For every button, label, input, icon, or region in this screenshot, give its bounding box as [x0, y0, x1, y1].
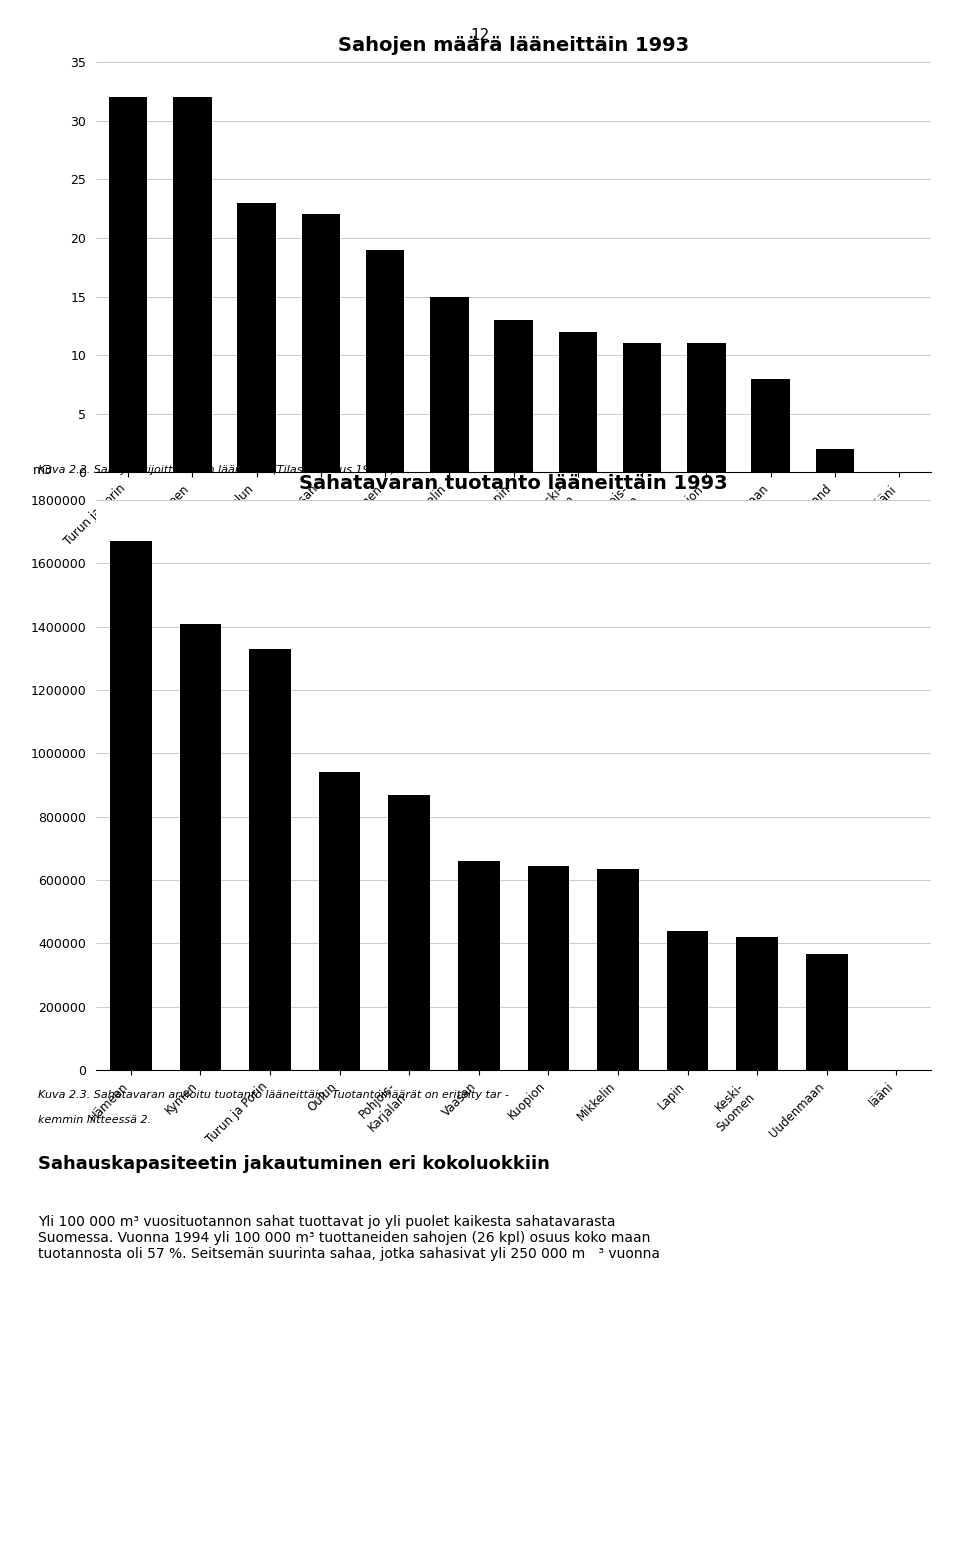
Bar [805, 954, 848, 1070]
Text: Sahauskapasiteetin jakautuminen eri kokoluokkiin: Sahauskapasiteetin jakautuminen eri koko… [38, 1156, 550, 1173]
Bar [173, 98, 211, 472]
Bar [108, 98, 148, 472]
Bar [458, 861, 499, 1070]
Bar [528, 866, 569, 1070]
Text: Yli 100 000 m³ vuosituotannon sahat tuottavat jo yli puolet kaikesta sahatavaras: Yli 100 000 m³ vuosituotannon sahat tuot… [38, 1214, 660, 1261]
Bar [816, 449, 854, 472]
Bar [666, 931, 708, 1070]
Title: Sahojen määrä lääneittäin 1993: Sahojen määrä lääneittäin 1993 [338, 36, 689, 54]
Bar [430, 296, 468, 472]
Bar [366, 249, 404, 472]
Text: m3: m3 [34, 465, 54, 477]
Bar [559, 331, 597, 472]
Text: 12: 12 [470, 28, 490, 43]
Bar [388, 795, 430, 1070]
Bar [301, 214, 340, 472]
Text: Kuva 2.2. Sahojen sijoittuminen lääneihin (Tilastokeskus 1995d).: Kuva 2.2. Sahojen sijoittuminen lääneihi… [38, 465, 399, 476]
Bar [494, 321, 533, 472]
Bar [237, 203, 276, 472]
Text: kemmin liitteessä 2.: kemmin liitteessä 2. [38, 1115, 152, 1125]
Bar [319, 773, 361, 1070]
Bar [110, 541, 152, 1070]
Bar [687, 344, 726, 472]
Bar [250, 649, 291, 1070]
Text: Kuva 2.3. Sahatavaran arvioitu tuotanto lääneittäin. Tuotantomäärät on eritelty : Kuva 2.3. Sahatavaran arvioitu tuotanto … [38, 1090, 509, 1100]
Bar [752, 378, 790, 472]
Title: Sahatavaran tuotanto lääneittäin 1993: Sahatavaran tuotanto lääneittäin 1993 [300, 474, 728, 493]
Bar [736, 937, 778, 1070]
Bar [597, 869, 639, 1070]
Bar [623, 344, 661, 472]
Bar [180, 624, 221, 1070]
